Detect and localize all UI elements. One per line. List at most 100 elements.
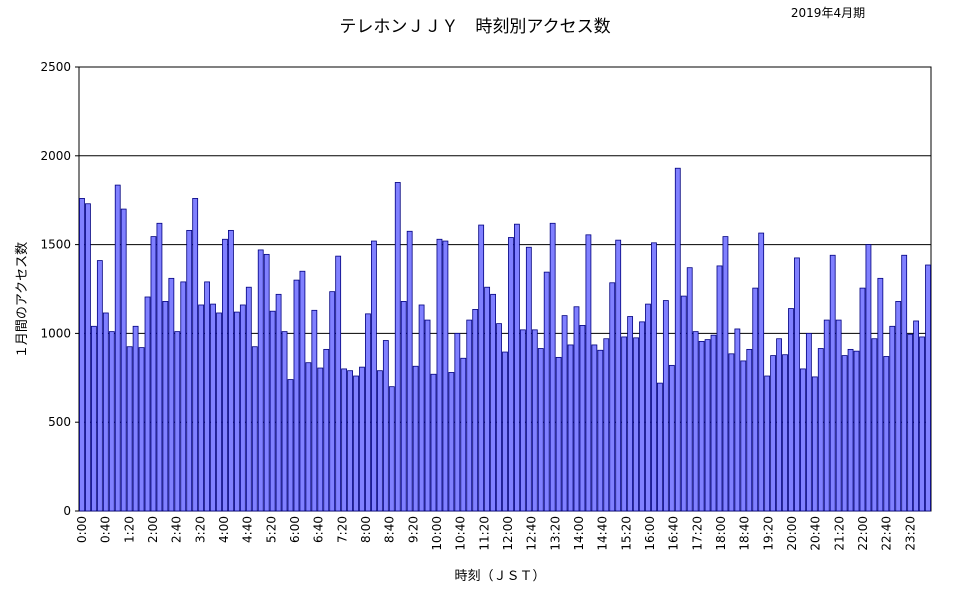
- bar: [454, 332, 461, 512]
- bar: [829, 254, 836, 512]
- bar: [299, 270, 306, 512]
- bar: [460, 357, 467, 512]
- bar: [770, 355, 777, 512]
- x-tick-label: 14:00: [572, 516, 586, 551]
- x-tick-label: 21:20: [832, 516, 846, 551]
- bar: [662, 300, 669, 512]
- bar: [895, 301, 902, 512]
- bar: [430, 373, 437, 512]
- bar: [329, 291, 336, 512]
- bar: [859, 287, 866, 512]
- bar: [639, 321, 645, 512]
- bar: [126, 346, 133, 512]
- x-tick-label: 13:20: [548, 516, 562, 551]
- bar: [484, 286, 491, 512]
- bar: [913, 320, 919, 512]
- x-tick-label: 19:20: [761, 516, 775, 551]
- bar: [222, 238, 228, 512]
- x-tick-label: 22:00: [856, 516, 870, 551]
- bar: [877, 277, 884, 512]
- bar: [90, 325, 97, 512]
- x-tick-label: 10:40: [454, 516, 468, 551]
- bar: [919, 336, 925, 512]
- bars: [79, 167, 931, 512]
- bar: [305, 362, 312, 512]
- bar: [353, 375, 359, 512]
- x-tick-label: 8:00: [359, 516, 373, 543]
- bar: [847, 348, 854, 512]
- x-tick-label: 6:00: [288, 516, 302, 543]
- bar: [853, 350, 860, 512]
- bar: [365, 313, 371, 512]
- bar: [543, 271, 550, 512]
- bar: [746, 348, 753, 512]
- bar: [752, 287, 759, 512]
- bar: [502, 351, 508, 512]
- bar: [645, 303, 651, 512]
- bar: [388, 386, 395, 512]
- bar: [907, 333, 914, 512]
- bar: [341, 368, 348, 512]
- bar: [412, 365, 419, 512]
- bar: [496, 323, 502, 512]
- bar: [382, 340, 389, 512]
- bar: [132, 325, 139, 512]
- bar: [162, 301, 169, 512]
- bar: [257, 249, 264, 512]
- bar: [263, 253, 270, 512]
- bar: [168, 277, 175, 512]
- bar: [323, 348, 330, 512]
- bar: [817, 348, 824, 512]
- y-tick-label: 0: [63, 504, 71, 518]
- bar: [722, 236, 729, 512]
- bar: [686, 267, 693, 512]
- bar: [549, 222, 556, 512]
- bar: [85, 203, 91, 512]
- x-tick-label: 5:20: [264, 516, 278, 543]
- bar: [710, 334, 717, 512]
- bar: [579, 325, 586, 512]
- x-tick-label: 18:00: [714, 516, 728, 551]
- bar: [800, 368, 806, 512]
- chart-subtitle: 2019年4月期: [791, 6, 865, 20]
- bar: [865, 244, 872, 512]
- bar: [335, 255, 342, 512]
- x-tick-label: 0:00: [75, 516, 89, 543]
- bar: [871, 338, 878, 512]
- bar: [359, 366, 365, 512]
- bar: [317, 367, 324, 512]
- bar: [835, 319, 842, 512]
- bar: [901, 254, 908, 512]
- bar: [424, 319, 431, 512]
- bar: [811, 376, 818, 512]
- bar: [805, 332, 812, 512]
- x-tick-label: 4:40: [241, 516, 255, 543]
- y-axis-label: １月間のアクセス数: [15, 242, 30, 358]
- bar: [627, 316, 634, 512]
- bar: [79, 198, 85, 512]
- bar: [555, 356, 562, 512]
- bar: [233, 311, 240, 512]
- bar: [728, 353, 735, 512]
- bar: [889, 325, 896, 512]
- bar: [371, 240, 377, 512]
- x-tick-label: 3:20: [193, 516, 207, 543]
- bar: [293, 279, 300, 512]
- bar: [376, 370, 383, 512]
- bar: [519, 329, 526, 512]
- bar: [514, 223, 520, 512]
- bar: [692, 331, 699, 512]
- bar: [120, 208, 127, 512]
- x-tick-label: 11:20: [477, 516, 491, 551]
- bar: [472, 309, 479, 512]
- x-tick-label: 16:00: [643, 516, 657, 551]
- y-tick-label: 2500: [40, 60, 71, 74]
- bar: [782, 354, 788, 512]
- x-tick-label: 1:20: [122, 516, 136, 543]
- bar: [651, 242, 657, 512]
- bar: [239, 304, 246, 512]
- bar: [698, 340, 705, 512]
- bar: [186, 229, 193, 512]
- x-tick-label: 4:00: [217, 516, 231, 543]
- x-tick-label: 6:40: [312, 516, 326, 543]
